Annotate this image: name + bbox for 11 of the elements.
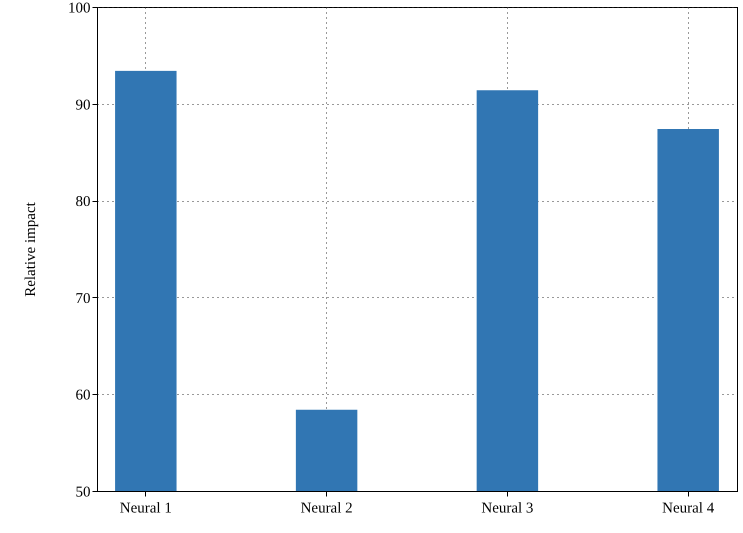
y-tick-label: 90 bbox=[76, 97, 90, 114]
y-tick-label: 70 bbox=[76, 290, 90, 307]
y-tick-label: 100 bbox=[68, 0, 90, 16]
y-tick-label: 80 bbox=[76, 194, 90, 210]
y-tick-label: 60 bbox=[76, 388, 90, 404]
x-tick-label: Neural 2 bbox=[300, 500, 353, 516]
x-tick-label: Neural 3 bbox=[481, 500, 534, 516]
x-tick-label: Neural 1 bbox=[120, 500, 172, 516]
x-tick-label: Neural 4 bbox=[662, 500, 715, 516]
y-tick-label: 50 bbox=[76, 484, 90, 500]
y-axis-title: Relative impact bbox=[23, 201, 39, 297]
